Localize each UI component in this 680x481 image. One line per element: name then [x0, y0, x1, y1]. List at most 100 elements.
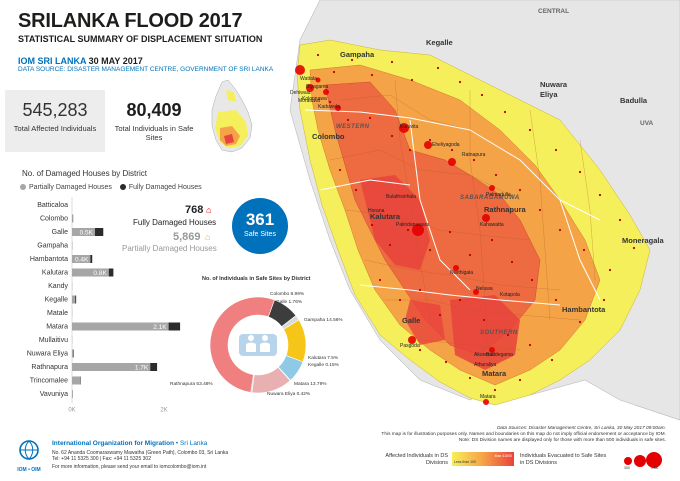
province-label-central: CENTRAL	[538, 8, 570, 15]
ds-dot	[506, 333, 510, 337]
donut-label: Rathnapura 53.48%	[170, 382, 213, 387]
donut-title: No. of Individuals in Safe Sites by Dist…	[202, 276, 311, 282]
map-inset	[204, 78, 256, 158]
ds-dot	[518, 188, 522, 192]
bar-full	[150, 363, 158, 371]
ds-dot	[350, 58, 354, 62]
ds-dot	[418, 348, 422, 352]
ds-dot	[598, 193, 602, 197]
ds-dot	[408, 148, 412, 152]
legend-full-dot	[119, 184, 126, 190]
footer-org-suffix: • Sri Lanka	[174, 440, 208, 447]
ds-dot	[480, 93, 484, 97]
safe-sites-circle: 361 Safe Sites	[232, 198, 288, 254]
notes-source: Data Sources: Disaster Management Centre…	[496, 426, 666, 431]
ds-dot	[550, 358, 554, 362]
ds-dot	[538, 208, 542, 212]
fully-damaged-label: Fully Damaged Houses	[133, 218, 217, 227]
safe-sites-donut	[209, 296, 307, 394]
notes-disclaimer: This map is for illustration purposes on…	[381, 431, 666, 437]
partial-damaged-value: 5,869	[173, 231, 201, 243]
footer-phone: Tel: +94 11 5325 300 | Fax: +94 11 5325 …	[52, 456, 151, 462]
data-source-line: DATA SOURCE: DISASTER MANAGEMENT CENTRE,…	[18, 66, 274, 73]
bar-category-label: Hambantota	[30, 256, 68, 263]
ds-place-label: Athuraliya	[474, 362, 497, 368]
ds-dot	[354, 188, 358, 192]
ds-dot	[390, 60, 394, 64]
ds-place-label: Matara	[480, 394, 496, 400]
legend-partial-label: Partially Damaged Houses	[29, 184, 112, 191]
donut-label: Gampaha 14.56%	[304, 318, 343, 323]
province-label-sabaragamuwa: SABARAGAMUWA	[460, 195, 520, 201]
ds-dot	[490, 238, 494, 242]
bar-data-label: 1.7K	[135, 365, 149, 372]
legend-affected-max: Max 41000	[495, 454, 512, 458]
evac-circle	[473, 289, 479, 295]
district-label-gampaha: Gampaha	[340, 50, 375, 59]
ds-boundaries	[329, 79, 596, 371]
bar-data-label: 0.5K	[80, 230, 94, 237]
bar-category-label: Gampaha	[37, 243, 68, 250]
evac-circle	[482, 214, 490, 222]
ds-dot	[493, 388, 497, 392]
ds-place-label: Horana	[368, 208, 385, 214]
iom-logo-text: IOM • OIM	[17, 467, 41, 473]
district-label-hambantota: Hambantota	[562, 305, 606, 314]
ds-dot	[458, 80, 462, 84]
ds-dot	[608, 268, 612, 272]
legend-evac-circles: 300 1.8K	[624, 452, 662, 470]
bar-category-label: Matara	[46, 324, 68, 331]
safe-sites-label: Safe Sites	[244, 231, 276, 238]
bar-category-label: Colombo	[40, 216, 68, 223]
donut-label: Kalutara 7.5%	[308, 356, 339, 361]
ds-dot	[530, 278, 534, 282]
legend-partial-dot	[20, 184, 26, 190]
ds-dot	[518, 378, 522, 382]
bar-full	[108, 268, 114, 277]
ds-place-label: Eheliyagoda	[432, 142, 460, 148]
district-label-kegalle: Kegalle	[426, 38, 453, 47]
bar-partial	[72, 322, 169, 331]
ds-dot	[390, 134, 394, 138]
district-label-rathnapura: Rathnapura	[484, 205, 526, 214]
donut-label: Colombo 8.99%	[270, 292, 305, 297]
evac-circle	[295, 65, 305, 75]
notes-ds: Note: DS Division names are displayed on…	[458, 437, 666, 443]
ds-place-label: Kaduwela	[318, 104, 340, 110]
ds-place-label: Kolonnawa	[302, 96, 327, 102]
ds-dot	[428, 248, 432, 252]
ds-dot	[482, 318, 486, 322]
bar-partial	[72, 376, 81, 385]
bar-partial	[72, 390, 73, 398]
people-icon	[239, 334, 277, 356]
ds-dot	[578, 170, 582, 174]
evacuation-circles	[295, 65, 495, 405]
affected-area-matara	[450, 295, 520, 370]
footer-org-name: International Organization for Migration	[52, 440, 175, 447]
page-title: SRILANKA FLOOD 2017	[18, 10, 243, 32]
bar-category-label: Nuwara Eliya	[27, 351, 68, 358]
ds-place-label: Dehiwala	[290, 90, 311, 96]
bar-data-label: 0.4K	[75, 257, 89, 264]
district-label-badulla: Badulla	[620, 96, 648, 105]
ds-place-label: Neluwa	[476, 286, 493, 292]
ds-dot	[448, 230, 452, 234]
safe-sites-value: 361	[245, 210, 275, 229]
footer-email[interactable]: For more information, please send your e…	[52, 464, 207, 470]
district-borders	[304, 109, 601, 306]
ds-place-label: Biyagama	[306, 84, 329, 90]
ds-dot	[338, 168, 342, 172]
houses-bar-chart: Batticaloa Colombo Galle 0.5K Gampaha Hambant…	[20, 197, 250, 422]
evac-circle	[489, 185, 495, 191]
bar-partial	[72, 295, 76, 304]
ds-dot	[472, 158, 476, 162]
fully-damaged-value: 768	[185, 204, 204, 216]
ds-dot	[528, 128, 532, 132]
bar-full	[168, 322, 181, 331]
affected-value: 545,283	[22, 100, 88, 120]
safe-label: Total Individuals in Safe Sites	[114, 124, 194, 142]
evac-circle	[453, 265, 459, 271]
donut-label: Nuwara Eliya 0.42%	[267, 392, 311, 397]
legend-affected-title: Affected Individuals in DS Divisions	[385, 453, 448, 466]
report-date: 30 MAY 2017	[88, 56, 143, 66]
